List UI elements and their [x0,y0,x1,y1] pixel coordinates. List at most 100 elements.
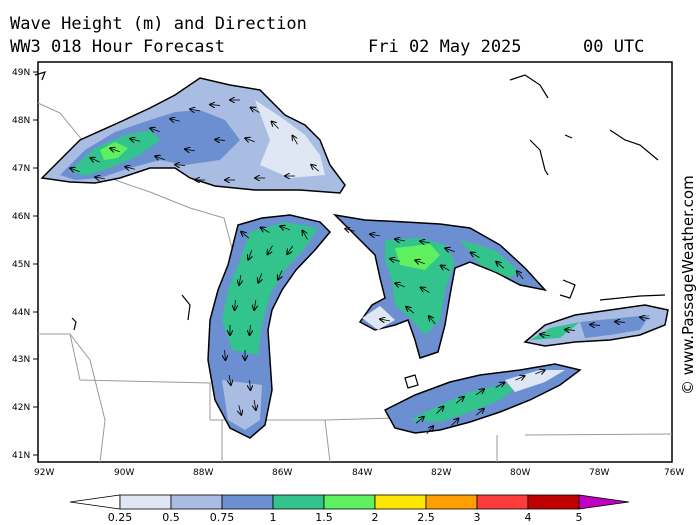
wave-arrow [130,139,140,142]
wave-arrow [415,260,425,263]
colorbar-swatch [527,494,580,510]
colorbar-swatch [69,494,121,510]
wave-arrow [451,418,458,426]
wave-arrow [250,324,251,335]
wave-arrow [421,288,430,293]
wave-arrow [271,121,279,129]
colorbar-label: 0.25 [108,511,133,524]
wave-arrow [210,105,221,106]
lon-label: 90W [114,468,134,478]
wave-arrow [280,226,290,229]
wave-arrow [565,330,576,331]
wave-arrow [175,165,186,166]
forecast-time: 00 UTC [583,37,645,57]
wave-arrow [125,167,135,170]
wave-arrow [185,149,195,151]
wave-arrow [190,109,200,111]
colorbar-label: 2.5 [417,511,435,524]
latitude-axis: 49N 48N 47N 46N 45N 44N 43N 42N 41N [12,68,38,461]
lat-label: 42N [12,403,30,413]
colorbar-label: 2 [372,511,379,524]
colorbar-label: 0.75 [210,511,235,524]
lat-label: 49N [12,68,30,78]
wave-arrow [261,228,270,233]
lat-label: 45N [12,260,30,270]
colorbar-label: 1.5 [315,511,333,524]
wave-arrow [426,426,433,435]
political-borders [37,102,673,463]
wave-arrow [455,397,464,404]
wave-arrow [303,231,308,240]
wave-arrow [239,275,241,285]
wave-arrow [241,232,250,239]
wave-arrow [420,241,430,243]
lon-label: 82W [431,468,451,478]
wave-arrow [155,156,165,159]
lon-label: 92W [34,468,54,478]
wave-arrow [245,138,255,141]
wave-arrow [258,273,261,282]
map-subtitle: WW3 018 Hour Forecast [10,37,225,57]
wave-arrow [395,283,405,286]
colorbar-swatch [323,494,376,510]
wave-arrow [515,376,524,380]
wave-arrow [370,234,380,236]
wave-arrow [406,307,415,314]
wave-arrow [150,128,160,131]
wave-arrow [415,417,424,424]
wave-arrow [239,405,242,415]
lon-label: 88W [193,468,213,478]
lake-superior [40,77,346,194]
wave-arrow [311,165,320,172]
lat-label: 43N [12,355,30,365]
wave-arrow [475,409,484,416]
longitude-axis: 92W 90W 88W 86W 84W 82W 80W 78W 76W [34,468,684,478]
wave-arrow [254,400,256,410]
colorbar-label: 0.5 [162,511,180,524]
lat-label: 46N [12,212,30,222]
wave-arrow [345,229,355,232]
colorbar-swatch [374,494,427,510]
wave-arrow [293,136,298,145]
lon-label: 84W [352,468,372,478]
lon-label: 86W [272,468,292,478]
wave-arrow [380,319,390,321]
wave-arrow [471,253,480,258]
wave-arrow [235,299,236,310]
lon-label: 76W [664,468,684,478]
wave-arrow [390,259,400,262]
wave-arrow [170,119,180,122]
lake-erie [383,363,582,434]
wave-arrow [268,245,273,255]
wave-arrow [229,375,231,385]
colorbar-swatch [578,494,630,510]
wave-arrow [445,248,455,251]
credit-text: © www.PassageWeather.com [679,175,697,395]
wave-arrow [251,108,260,113]
lon-label: 78W [589,468,609,478]
wave-arrow [110,148,120,151]
wave-arrow [535,370,544,373]
wave-arrow [540,334,550,336]
wave-arrow [495,383,505,388]
wave-arrow [429,316,436,325]
wave-arrow [278,270,282,279]
colorbar-label: 4 [525,511,532,524]
wave-arrow [225,349,226,360]
wave-arrow [95,177,105,179]
colorbar-swatch [170,494,223,510]
wave-arrow [90,158,100,162]
colorbar-swatch [476,494,529,510]
wave-arrow [254,300,256,310]
map-title: Wave Height (m) and Direction [10,14,307,34]
coastline-details [34,71,666,389]
wave-arrow [287,245,294,254]
wave-arrow [436,406,443,414]
wave-arrow [590,325,601,326]
colorbar: 0.25 0.5 0.75 1 1.5 2 2.5 3 4 5 [69,494,630,524]
wave-arrow [250,379,251,390]
lake-michigan [207,214,332,439]
colorbar-label: 1 [270,511,277,524]
wave-arrow [640,317,650,319]
